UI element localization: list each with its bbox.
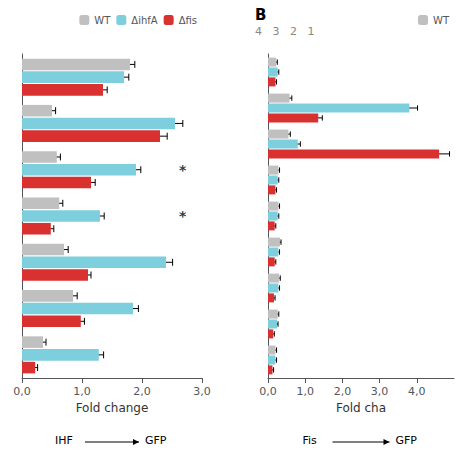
svg-text:0,0: 0,0 (13, 385, 31, 398)
svg-text:4,0: 4,0 (408, 385, 426, 398)
svg-text:*: * (179, 162, 187, 178)
svg-text:GFP: GFP (396, 434, 418, 447)
svg-text:2,0: 2,0 (334, 385, 352, 398)
svg-text:3,0: 3,0 (371, 385, 389, 398)
svg-text:GFP: GFP (145, 434, 167, 447)
svg-text:1,0: 1,0 (73, 385, 91, 398)
svg-text:Fis: Fis (303, 434, 318, 447)
svg-text:4 3 2 1: 4 3 2 1 (255, 25, 314, 38)
svg-text:B: B (255, 6, 266, 24)
svg-text:3,0: 3,0 (193, 385, 211, 398)
svg-text:0,0: 0,0 (259, 385, 277, 398)
svg-text:Fold cha: Fold cha (336, 401, 386, 415)
svg-text:Δfis: Δfis (179, 15, 197, 26)
svg-text:WT: WT (433, 15, 450, 26)
svg-text:*: * (179, 208, 187, 224)
svg-text:WT: WT (94, 15, 111, 26)
svg-text:1,0: 1,0 (296, 385, 314, 398)
svg-text:2,0: 2,0 (133, 385, 151, 398)
svg-text:ΔihfA: ΔihfA (131, 15, 157, 26)
svg-text:IHF: IHF (55, 434, 73, 447)
svg-text:Fold change: Fold change (76, 401, 149, 415)
